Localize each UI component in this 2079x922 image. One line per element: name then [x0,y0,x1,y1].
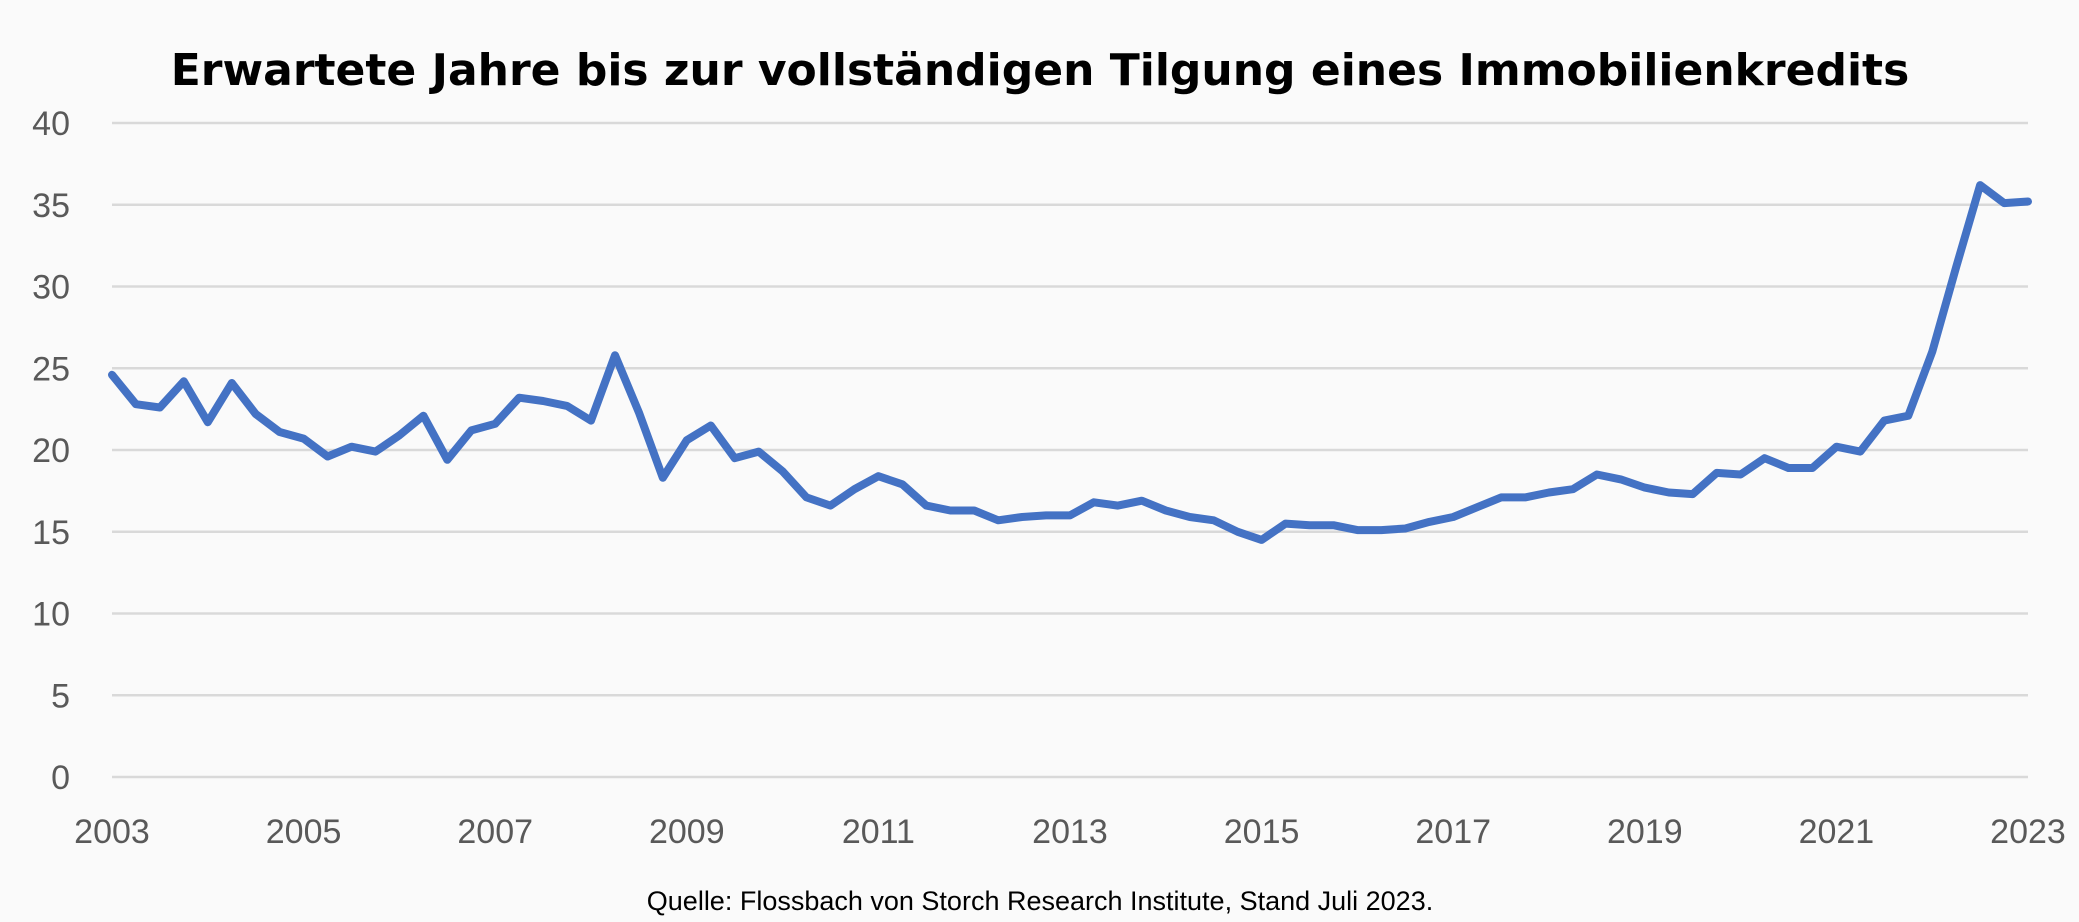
x-tick-label: 2007 [457,813,533,851]
x-axis-tick-labels: 2003 2005 2007 2009 2011 2013 2015 2017 2019 2021… [74,813,2066,851]
y-tick-label: 15 [32,514,70,552]
gridlines [112,121,2028,779]
chart-title: Erwartete Jahre bis zur vollständigen Ti… [171,45,1910,96]
x-tick-label: 2017 [1415,813,1491,851]
y-tick-label: 0 [51,759,70,797]
series-line-1 [108,181,2032,544]
y-tick-label: 40 [32,105,70,143]
x-tick-label: 2011 [842,813,915,851]
x-tick-label: 2015 [1224,813,1300,851]
y-axis-tick-labels: 0 5 10 15 20 25 30 35 40 [32,105,70,797]
x-tick-label: 2003 [74,813,150,851]
y-tick-label: 20 [32,432,70,470]
x-tick-label: 2019 [1607,813,1683,851]
x-tick-label: 2009 [649,813,725,851]
x-tick-label: 2023 [1990,813,2066,851]
source-note: Quelle: Flossbach von Storch Research In… [647,886,1433,916]
x-tick-label: 2021 [1799,813,1875,851]
y-tick-label: 10 [32,596,70,634]
series-layer [108,181,2032,544]
x-tick-label: 2013 [1032,813,1108,851]
y-tick-label: 30 [32,269,70,307]
y-tick-label: 35 [32,187,70,225]
x-tick-label: 2005 [266,813,342,851]
y-tick-label: 5 [51,677,70,715]
y-tick-label: 25 [32,350,70,388]
